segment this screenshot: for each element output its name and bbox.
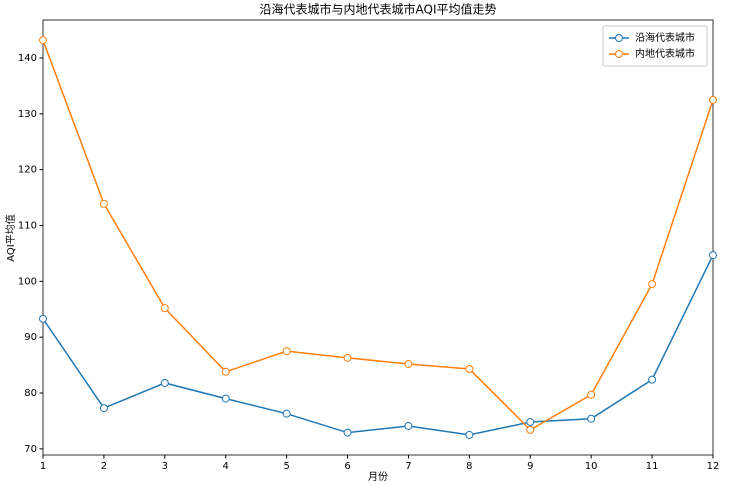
x-axis-label: 月份 — [368, 471, 388, 483]
point — [404, 421, 413, 430]
legend-label: 沿海代表城市 — [635, 31, 695, 44]
point — [221, 394, 230, 403]
y-tick-label: 80 — [24, 388, 37, 399]
legend-marker — [615, 34, 623, 42]
x-tick-label: 6 — [344, 461, 350, 472]
point — [465, 365, 474, 374]
point — [526, 425, 535, 434]
x-tick-label: 5 — [283, 461, 289, 472]
point — [526, 418, 535, 427]
point — [343, 353, 352, 362]
legend-label: 内地代表城市 — [635, 47, 695, 60]
point — [39, 36, 47, 45]
point — [221, 367, 230, 376]
y-tick-label: 100 — [18, 276, 37, 287]
point — [648, 375, 657, 384]
point — [282, 347, 291, 356]
x-tick-label: 7 — [405, 461, 411, 472]
y-tick-label: 130 — [18, 109, 37, 120]
line — [42, 254, 714, 436]
x-tick-label: 11 — [646, 461, 659, 472]
point — [39, 314, 47, 323]
point — [587, 390, 596, 399]
point — [99, 199, 108, 208]
line — [42, 39, 714, 431]
legend-box — [602, 25, 708, 67]
point — [282, 409, 291, 418]
point — [404, 359, 413, 368]
point — [343, 428, 352, 437]
point — [709, 251, 717, 260]
y-tick-label: 90 — [24, 332, 37, 343]
point — [99, 404, 108, 413]
x-tick-label: 4 — [223, 461, 229, 472]
x-tick-label: 12 — [707, 461, 720, 472]
point — [160, 304, 169, 313]
point — [465, 430, 474, 439]
y-tick-label: 120 — [18, 165, 37, 176]
x-tick-label: 8 — [466, 461, 472, 472]
x-tick-label: 1 — [40, 461, 46, 472]
x-tick-label: 9 — [527, 461, 533, 472]
y-tick-label: 70 — [24, 444, 37, 455]
legend-marker — [615, 50, 623, 58]
plot-frame — [42, 19, 714, 456]
x-tick-label: 3 — [162, 461, 168, 472]
y-tick-label: 140 — [18, 53, 37, 64]
chart-title: 沿海代表城市与内地代表城市AQI平均值走势 — [260, 2, 497, 17]
point — [648, 280, 657, 289]
point — [160, 378, 169, 387]
x-tick-label: 2 — [101, 461, 107, 472]
y-tick-label: 110 — [18, 220, 37, 231]
y-axis-label: AQI平均值 — [4, 214, 17, 262]
point — [709, 95, 717, 104]
point — [587, 414, 596, 423]
x-tick-label: 10 — [585, 461, 598, 472]
